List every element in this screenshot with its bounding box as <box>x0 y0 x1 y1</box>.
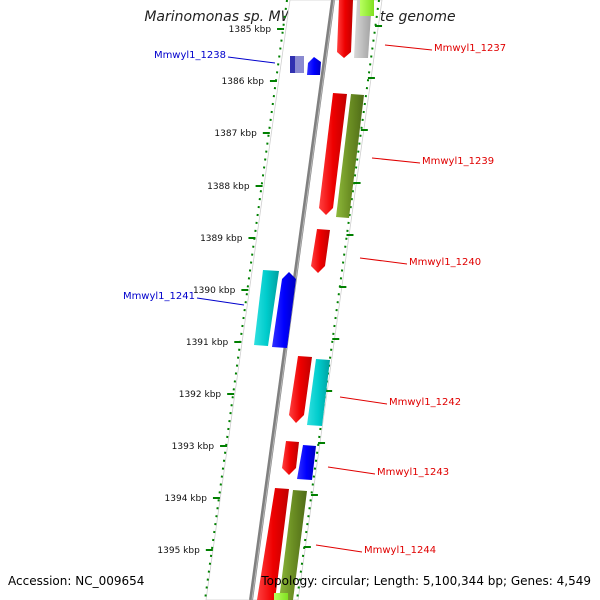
tick-label: 1395 kbp <box>157 546 200 556</box>
gene-leader-line <box>227 56 276 64</box>
gene-arrow <box>336 94 364 218</box>
gene-arrow <box>257 488 289 600</box>
gene-leader-line <box>315 544 363 553</box>
gene-label-group: Mmwyl1_1237 Mmwyl1_1238 Mmwyl1_1239 Mmwyl1_… <box>123 43 506 556</box>
gene-leader-line <box>371 157 421 164</box>
gene-arrow <box>289 356 312 423</box>
gene-leader-line <box>384 44 433 51</box>
tick-label: 1386 kbp <box>222 77 265 87</box>
gene-arrow <box>307 359 330 426</box>
gene-arrow <box>254 270 279 346</box>
gene-label[interactable]: Mmwyl1_1242 <box>389 397 461 408</box>
gene-leader-line <box>339 396 388 405</box>
gene-arrow <box>297 445 316 480</box>
tick-label: 1388 kbp <box>207 182 250 192</box>
tick-label: 1393 kbp <box>172 442 215 452</box>
gene-arrow <box>319 93 347 215</box>
tick-label: 1390 kbp <box>193 286 236 296</box>
gene-label[interactable]: Mmwyl1_1241 <box>123 291 195 302</box>
gene-arrow <box>282 441 299 475</box>
tick-label: 1385 kbp <box>229 25 272 35</box>
gene-label[interactable]: Mmwyl1_1244 <box>364 545 436 556</box>
tick-label: 1389 kbp <box>200 234 243 244</box>
accession-text: Accession: NC_009654 <box>8 574 145 588</box>
tick-label: 1391 kbp <box>186 338 229 348</box>
gene-arrow <box>279 490 307 600</box>
gene-leader-line <box>196 297 245 306</box>
right-scale-line <box>296 0 380 600</box>
left-scale-line <box>204 0 288 600</box>
gene-label[interactable]: Mmwyl1_1243 <box>377 467 449 478</box>
gene-label[interactable]: Mmwyl1_1238 <box>154 50 226 61</box>
gene-arrow <box>290 56 295 73</box>
gene-leader-line <box>359 257 408 265</box>
gene-leader-line <box>327 466 376 475</box>
gene-arrow <box>360 0 374 16</box>
gene-arrow <box>272 272 296 348</box>
gene-label[interactable]: Mmwyl1_1239 <box>422 156 494 167</box>
tick-group: 1385 kbp 1386 kbp 1387 kbp 1388 kbp 1389 kbp… <box>157 25 383 556</box>
tick-label: 1387 kbp <box>214 129 257 139</box>
tick-label: 1392 kbp <box>179 390 222 400</box>
gene-arrow <box>311 229 330 273</box>
gene-arrow <box>307 57 321 75</box>
gene-arrows <box>254 0 374 600</box>
gene-arrow <box>274 593 288 600</box>
genome-summary-text: Topology: circular; Length: 5,100,344 bp… <box>261 574 591 588</box>
gene-label[interactable]: Mmwyl1_1240 <box>409 257 481 268</box>
tick-label: 1394 kbp <box>165 494 208 504</box>
gene-label[interactable]: Mmwyl1_1237 <box>434 43 506 54</box>
gene-arrow <box>337 0 353 58</box>
